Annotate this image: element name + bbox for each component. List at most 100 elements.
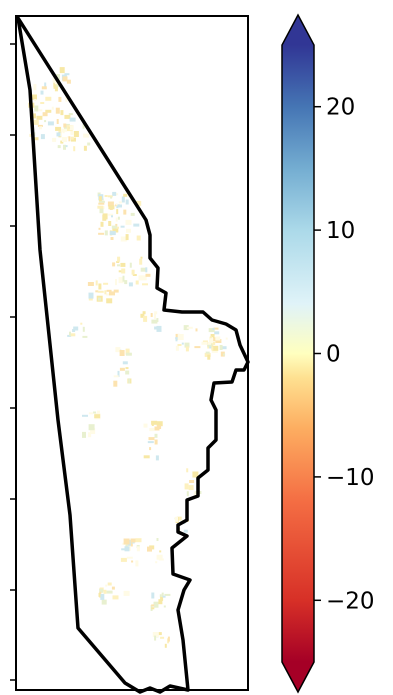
data-pixel xyxy=(107,582,112,586)
data-pixel xyxy=(45,109,52,113)
data-pixel xyxy=(108,221,112,226)
data-pixel xyxy=(120,557,127,562)
data-pixel xyxy=(70,136,74,140)
data-pixel xyxy=(130,538,136,543)
data-pixel xyxy=(132,274,137,276)
data-pixel xyxy=(88,424,95,431)
data-pixel xyxy=(108,205,115,210)
data-pixel xyxy=(69,331,71,336)
data-pixel xyxy=(98,202,105,205)
colorbar-extend-min xyxy=(282,662,314,692)
data-pixel xyxy=(159,594,162,598)
data-pixel xyxy=(104,230,108,236)
data-pixel xyxy=(207,354,211,360)
data-pixel xyxy=(82,326,85,332)
data-pixel xyxy=(210,334,215,338)
data-pixel xyxy=(152,632,159,637)
data-pixel xyxy=(44,120,47,123)
data-pixel xyxy=(52,137,57,142)
data-pixel xyxy=(109,291,115,296)
data-pixel xyxy=(194,346,201,349)
data-pixel xyxy=(177,334,184,340)
data-pixel xyxy=(128,378,131,384)
data-pixel xyxy=(154,313,156,319)
data-pixel xyxy=(140,275,147,281)
data-pixel xyxy=(112,191,117,196)
data-pixel xyxy=(189,480,195,483)
data-pixel xyxy=(120,262,126,267)
data-pixel xyxy=(138,275,144,281)
data-pixel xyxy=(175,516,178,522)
data-pixel xyxy=(147,441,154,444)
data-pixel xyxy=(175,337,178,342)
data-pixel xyxy=(40,90,44,95)
data-pixel xyxy=(163,605,166,608)
data-pixel xyxy=(128,282,133,287)
data-pixel xyxy=(167,636,170,642)
data-pixel xyxy=(66,79,71,84)
data-pixel xyxy=(61,137,67,142)
data-pixel xyxy=(143,455,150,459)
data-pixel xyxy=(40,102,45,104)
data-pixel xyxy=(154,426,160,431)
data-pixel xyxy=(99,588,104,593)
data-pixel xyxy=(41,86,47,90)
data-pixel xyxy=(119,367,125,371)
data-pixel xyxy=(155,455,159,461)
data-pixel xyxy=(121,268,126,274)
data-pixel xyxy=(126,556,133,559)
data-pixel xyxy=(97,297,101,301)
data-pixel xyxy=(106,289,112,292)
data-pixel xyxy=(87,142,91,146)
data-pixel xyxy=(149,428,155,432)
data-pixel xyxy=(225,337,228,340)
data-pixel xyxy=(97,205,104,209)
data-pixel xyxy=(135,280,139,285)
data-pixel xyxy=(161,592,164,598)
data-pixel xyxy=(125,348,130,355)
data-pixel xyxy=(108,213,114,216)
colorbar-ticks: 20 10 0 −10 −20 xyxy=(314,95,375,614)
data-pixel xyxy=(156,318,159,322)
data-pixel xyxy=(117,216,120,220)
data-pixel xyxy=(220,346,227,350)
data-pixel xyxy=(60,132,62,137)
data-pixel xyxy=(147,546,152,552)
data-pixel xyxy=(183,325,189,331)
data-pixel xyxy=(98,227,101,230)
data-pixel xyxy=(115,217,118,222)
data-pixel xyxy=(111,225,117,229)
data-pixel xyxy=(115,223,118,227)
data-pixels xyxy=(28,67,228,648)
data-pixel xyxy=(68,136,71,142)
data-pixel xyxy=(131,560,134,563)
data-pixel xyxy=(156,538,159,541)
data-pixel xyxy=(208,328,215,333)
data-pixel xyxy=(140,313,145,318)
data-pixel xyxy=(123,193,128,197)
data-pixel xyxy=(97,410,100,414)
data-pixel xyxy=(67,334,72,337)
data-pixel xyxy=(125,219,132,225)
data-pixel xyxy=(52,77,58,83)
data-pixel xyxy=(160,636,165,639)
data-pixel xyxy=(56,74,60,81)
data-pixel xyxy=(209,346,214,349)
data-pixel xyxy=(98,196,102,202)
colorbar-tick-label: −20 xyxy=(326,588,375,614)
data-pixel xyxy=(110,237,114,240)
data-pixel xyxy=(120,225,125,228)
data-pixel xyxy=(60,110,64,116)
data-pixel xyxy=(68,113,73,116)
colorbar-tick-label: 0 xyxy=(326,342,341,368)
data-pixel xyxy=(126,228,131,233)
data-pixel xyxy=(69,125,74,131)
data-pixel xyxy=(142,283,148,286)
data-pixel xyxy=(129,262,132,268)
data-pixel xyxy=(205,342,211,345)
data-pixel xyxy=(105,584,108,587)
colorbar: 20 10 0 −10 −20 xyxy=(281,13,375,694)
data-pixel xyxy=(65,145,68,148)
data-pixel xyxy=(123,590,130,596)
